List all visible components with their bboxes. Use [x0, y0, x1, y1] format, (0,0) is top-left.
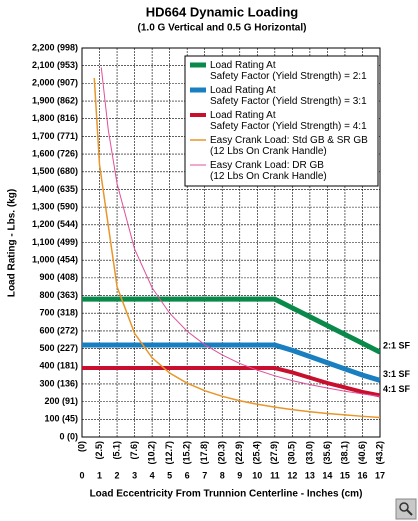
y-tick-label: 1,300 (590)	[32, 202, 78, 212]
x-tick-label: 3	[132, 470, 137, 480]
y-tick-label: 1,500 (680)	[32, 166, 78, 176]
zoom-button[interactable]	[395, 498, 417, 520]
zoom-icon[interactable]	[395, 498, 417, 520]
x-tick-label: 16	[357, 470, 367, 480]
legend-label-line: Easy Crank Load: DR GB	[210, 160, 324, 171]
x-tick-label: 5	[167, 470, 172, 480]
x-tick-cm-label: (22.9)	[234, 441, 244, 465]
series-line	[82, 342, 380, 383]
y-tick-label: 800 (363)	[39, 290, 78, 300]
x-tick-cm-label: (12.7)	[164, 441, 174, 465]
legend-box	[184, 55, 379, 187]
x-tick-cm-label: (2.5)	[94, 441, 104, 460]
legend-label: Load Rating At Safety Factor (Yield Stren…	[210, 85, 367, 107]
legend-label-line: Safety Factor (Yield Strength) = 4:1	[210, 121, 367, 132]
series-line	[82, 366, 380, 398]
x-tick-label: 13	[305, 470, 315, 480]
legend-label-line: Easy Crank Load: Std GB & SR GB	[210, 135, 368, 146]
zoom-handle	[406, 509, 413, 516]
y-tick-label: 900 (408)	[39, 272, 78, 282]
y-tick-label: 2,000 (907)	[32, 78, 78, 88]
legend-label-line: Safety Factor (Yield Strength) = 3:1	[210, 96, 367, 107]
x-tick-cm-label: (35.6)	[322, 441, 332, 465]
zoom-glass	[399, 502, 409, 512]
series-line	[100, 67, 380, 397]
series-line	[82, 296, 380, 355]
x-tick-cm-label: (0)	[76, 441, 86, 452]
chart-subtitle: (1.0 G Vertical and 0.5 G Horizontal)	[138, 23, 307, 34]
x-tick-cm-label: (10.2)	[146, 441, 156, 465]
y-tick-label: 500 (227)	[39, 343, 78, 353]
legend-label: Easy Crank Load: DR GB (12 Lbs On Crank H…	[210, 160, 327, 182]
chart-title: HD664 Dynamic Loading	[146, 4, 298, 19]
x-tick-cm-label: (40.6)	[357, 441, 367, 465]
x-tick-cm-label: (5.1)	[111, 441, 121, 460]
legend-label-line: (12 Lbs On Crank Handle)	[210, 146, 327, 157]
x-tick-label: 6	[185, 470, 190, 480]
x-tick-cm-label: (33.0)	[304, 441, 314, 465]
x-tick-cm-label: (43.2)	[374, 441, 384, 465]
x-tick-label: 7	[202, 470, 207, 480]
legend-label: Load Rating At Safety Factor (Yield Stren…	[210, 60, 367, 82]
x-tick-label: 9	[237, 470, 242, 480]
y-tick-label: 600 (272)	[39, 325, 78, 335]
y-tick-label: 1,900 (862)	[32, 95, 78, 105]
x-tick-cm-label: (38.1)	[339, 441, 349, 465]
y-tick-label: 1,000 (454)	[32, 255, 78, 265]
x-tick-label: 8	[220, 470, 225, 480]
y-tick-label: 1,800 (816)	[32, 113, 78, 123]
y-tick-label: 1,700 (771)	[32, 131, 78, 141]
x-tick-cm-label: (15.2)	[182, 441, 192, 465]
x-tick-label: 10	[252, 470, 262, 480]
y-tick-label: 200 (91)	[44, 396, 78, 406]
legend-label-line: Load Rating At	[210, 85, 276, 96]
x-tick-label: 12	[287, 470, 297, 480]
x-tick-label: 15	[340, 470, 350, 480]
x-tick-label: 0	[79, 470, 84, 480]
y-tick-label: 700 (318)	[39, 308, 78, 318]
legend-label-line: Load Rating At	[210, 60, 276, 71]
y-tick-label: 2,200 (998)	[32, 42, 78, 52]
x-tick-cm-label: (20.3)	[217, 441, 227, 465]
y-tick-label: 1,100 (499)	[32, 237, 78, 247]
legend-label-line: Load Rating At	[210, 110, 276, 121]
x-tick-cm-label: (25.4)	[252, 441, 262, 465]
y-tick-label: 1,200 (544)	[32, 219, 78, 229]
y-tick-label: 1,400 (635)	[32, 184, 78, 194]
y-tick-label: 1,600 (726)	[32, 148, 78, 158]
x-tick-cm-label: (27.9)	[269, 441, 279, 465]
x-tick-label: 1	[97, 470, 102, 480]
x-tick-label: 14	[322, 470, 332, 480]
x-tick-label: 17	[375, 470, 385, 480]
y-tick-label: 100 (45)	[44, 414, 78, 424]
y-tick-label: 400 (181)	[39, 361, 78, 371]
legend-label: Load Rating At Safety Factor (Yield Stren…	[210, 110, 367, 132]
x-tick-label: 4	[150, 470, 155, 480]
series-end-label: 4:1 SF	[383, 384, 411, 394]
legend-label: Easy Crank Load: Std GB & SR GB (12 Lbs O…	[210, 135, 368, 157]
x-tick-label: 11	[270, 470, 280, 480]
legend-label-line: (12 Lbs On Crank Handle)	[210, 171, 327, 182]
series-end-label: 3:1 SF	[383, 369, 411, 379]
series-line	[93, 78, 380, 419]
x-tick-cm-label: (30.5)	[287, 441, 297, 465]
series-end-label: 2:1 SF	[383, 341, 411, 351]
y-axis-label: Load Rating - Lbs. (kg)	[7, 189, 18, 297]
legend-label-line: Safety Factor (Yield Strength) = 2:1	[210, 71, 367, 82]
x-tick-label: 2	[115, 470, 120, 480]
x-tick-cm-label: (7.6)	[129, 441, 139, 460]
x-axis-label: Load Eccentricity From Trunnion Centerli…	[90, 489, 363, 500]
y-tick-label: 2,100 (953)	[32, 60, 78, 70]
x-tick-cm-label: (17.8)	[199, 441, 209, 465]
y-tick-label: 0 (0)	[59, 431, 78, 441]
y-tick-label: 300 (136)	[39, 378, 78, 388]
